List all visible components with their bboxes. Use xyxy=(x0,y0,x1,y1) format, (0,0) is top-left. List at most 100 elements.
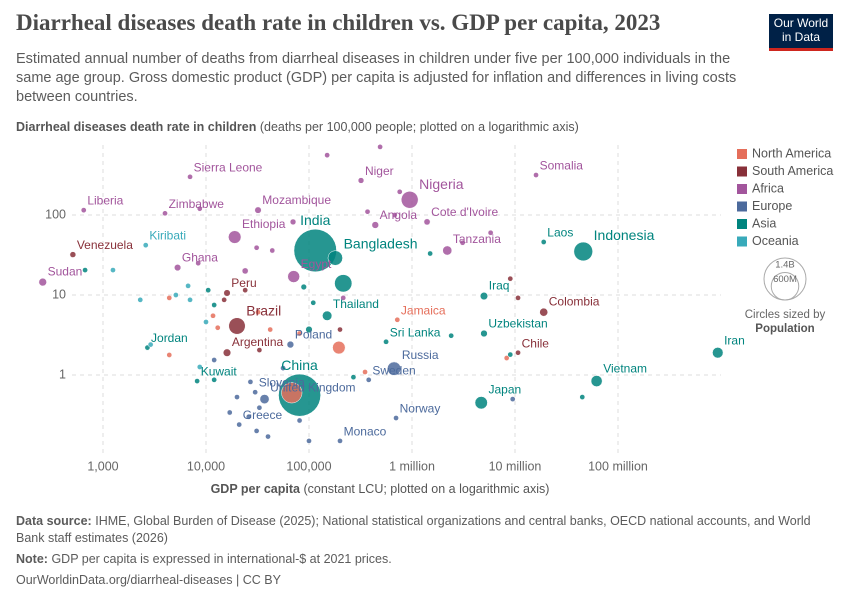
source-text: IHME, Global Burden of Disease (2025); N… xyxy=(16,514,811,545)
logo[interactable]: Our World in Data xyxy=(769,14,833,51)
bubble xyxy=(253,244,260,251)
point-label: Jordan xyxy=(151,331,188,345)
point-label: Indonesia xyxy=(594,227,655,243)
point-label: Iraq xyxy=(489,278,510,292)
bubble xyxy=(259,394,270,404)
bubble xyxy=(293,228,337,273)
bubble xyxy=(337,438,343,444)
bubble xyxy=(247,379,254,385)
y-tick-label: 1 xyxy=(59,367,66,381)
url[interactable]: OurWorldinData.org/diarrheal-diseases | … xyxy=(16,573,281,587)
bubble xyxy=(362,369,368,375)
bubble xyxy=(305,325,313,334)
point-label: Jamaica xyxy=(401,303,446,317)
bubble xyxy=(515,349,521,356)
x-tick-label: 10 million xyxy=(489,459,542,473)
legend-swatch xyxy=(737,219,747,229)
bubble xyxy=(448,332,455,339)
point-label: Egypt xyxy=(301,257,332,271)
point-label: Slovenia xyxy=(259,376,305,390)
point-label: Bangladesh xyxy=(344,235,418,251)
bubble xyxy=(80,207,87,213)
point-label: Laos xyxy=(547,226,573,240)
bubble xyxy=(590,375,603,387)
point-label: Liberia xyxy=(87,194,123,208)
y-tick-label: 10 xyxy=(52,287,66,301)
bubble xyxy=(211,357,218,363)
bubble xyxy=(427,250,433,257)
bubble xyxy=(162,210,168,217)
legend-label[interactable]: South America xyxy=(752,164,833,178)
bubble xyxy=(507,351,514,358)
size-legend-label: 1.4B xyxy=(775,260,795,271)
point-label: Angola xyxy=(380,208,418,222)
point-label: Argentina xyxy=(232,335,284,349)
point-label: Brazil xyxy=(246,302,281,318)
x-tick-label: 1 million xyxy=(389,459,435,473)
legend-label[interactable]: North America xyxy=(752,146,831,160)
bubble xyxy=(533,172,539,178)
bubble xyxy=(254,206,262,214)
bubble xyxy=(221,296,227,303)
bubble xyxy=(205,287,212,293)
bubble xyxy=(174,264,182,272)
size-legend-title: Circles sized by xyxy=(745,309,826,321)
y-tick-label: 100 xyxy=(45,207,66,221)
x-tick-label: 10,000 xyxy=(187,459,225,473)
bubble xyxy=(479,292,489,301)
bubble xyxy=(287,270,300,283)
bubble xyxy=(712,347,724,359)
point-label: Poland xyxy=(295,327,332,341)
y-axis-title: Diarrheal diseases death rate in childre… xyxy=(16,120,257,134)
bubble xyxy=(222,348,232,357)
bubble xyxy=(459,239,466,246)
x-axis-label: GDP per capita (constant LCU; plotted on… xyxy=(0,482,760,496)
bubble xyxy=(166,295,173,301)
bubble xyxy=(286,340,295,349)
source-label: Data source: xyxy=(16,514,92,528)
bubble xyxy=(365,376,372,383)
bubble xyxy=(214,324,221,331)
x-tick-label: 100,000 xyxy=(286,459,331,473)
bubble xyxy=(364,208,371,215)
legend-label[interactable]: Asia xyxy=(752,216,776,230)
x-axis-note: (constant LCU; plotted on a logarithmic … xyxy=(303,482,550,496)
bubble xyxy=(400,191,419,209)
bubble xyxy=(371,221,379,229)
point-label: India xyxy=(300,212,331,228)
point-label: Ghana xyxy=(182,251,218,265)
bubble xyxy=(393,415,399,421)
legend-label[interactable]: Oceania xyxy=(752,234,799,248)
point-label: Peru xyxy=(231,276,256,290)
bubble xyxy=(185,283,191,289)
bubble xyxy=(69,251,77,258)
bubble xyxy=(423,218,431,226)
y-axis-note: (deaths per 100,000 people; plotted on a… xyxy=(259,120,579,134)
bubble xyxy=(228,317,246,335)
legend-swatch xyxy=(737,166,747,177)
legend-label[interactable]: Africa xyxy=(752,181,784,195)
bubble xyxy=(296,417,303,424)
bubble xyxy=(515,295,521,301)
bubble xyxy=(252,389,258,396)
bubble xyxy=(332,341,346,355)
bubble xyxy=(211,376,218,383)
legend-label[interactable]: Europe xyxy=(752,199,792,213)
note: Note: GDP per capita is expressed in int… xyxy=(16,551,826,568)
bubble xyxy=(187,173,193,180)
bubble xyxy=(147,341,154,348)
bubble xyxy=(253,428,260,434)
bubble xyxy=(396,188,403,195)
point-label: Sierra Leone xyxy=(194,160,263,174)
bubble xyxy=(573,241,593,262)
bubble xyxy=(203,319,209,325)
size-legend-circle xyxy=(770,272,800,301)
bubble xyxy=(226,409,233,416)
point-label: Colombia xyxy=(549,294,600,308)
x-tick-label: 100 million xyxy=(588,459,648,473)
bubble xyxy=(357,177,365,184)
point-label: Monaco xyxy=(344,424,387,438)
bubble xyxy=(280,365,286,371)
